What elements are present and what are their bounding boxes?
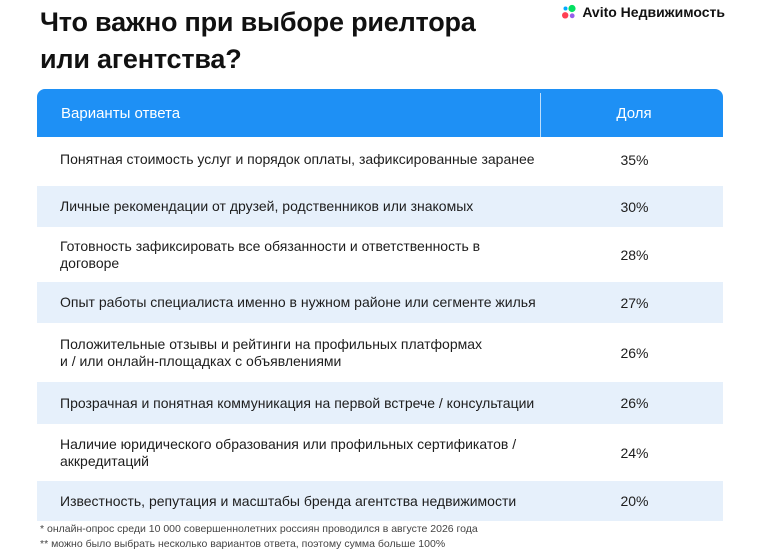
row-label-line: Положительные отзывы и рейтинги на профи… (60, 335, 483, 352)
row-label: Известность, репутация и масштабы бренда… (37, 493, 540, 510)
table-row: Опыт работы специалиста именно в нужном … (37, 282, 723, 323)
row-label-line: Готовность зафиксировать все обязанности… (60, 237, 481, 271)
table-header: Варианты ответа Доля (37, 89, 723, 137)
column-header-share: Доля (616, 104, 652, 122)
table-row: Наличие юридического образования или про… (37, 428, 723, 477)
row-label-line: Прозрачная и понятная коммуникация на пе… (60, 394, 535, 411)
row-label: Опыт работы специалиста именно в нужном … (37, 294, 540, 311)
row-label: Прозрачная и понятная коммуникация на пе… (37, 395, 540, 412)
avito-dots-icon (562, 4, 576, 19)
brand-name: Avito Недвижимость (582, 4, 725, 20)
table-body: Понятная стоимость услуг и порядок оплат… (37, 137, 723, 521)
row-label: Положительные отзывы и рейтинги на профи… (37, 336, 540, 370)
row-label: Наличие юридического образования или про… (37, 436, 540, 470)
brand-logo: Avito Недвижимость (561, 4, 725, 20)
table-row: Прозрачная и понятная коммуникация на пе… (37, 382, 723, 424)
header-divider (540, 93, 541, 137)
row-value: 26% (620, 344, 649, 361)
footnotes: * онлайн-опрос среди 10 000 совершенноле… (40, 522, 478, 552)
table-row: Положительные отзывы и рейтинги на профи… (37, 327, 723, 378)
row-value: 27% (620, 294, 649, 311)
column-header-answers: Варианты ответа (61, 104, 181, 122)
logo-dot-green (568, 4, 576, 13)
logo-dot-purple (570, 13, 575, 19)
table-row: Известность, репутация и масштабы бренда… (37, 481, 723, 521)
footnote-1: * онлайн-опрос среди 10 000 совершенноле… (40, 523, 478, 535)
title-line-1: Что важно при выборе риелтора (40, 7, 476, 37)
logo-dot-red (562, 12, 569, 19)
row-label-line: Личные рекомендации от друзей, родственн… (60, 198, 474, 214)
row-label-line: и / или онлайн-площадках с объявлениями (60, 352, 342, 369)
survey-table: Варианты ответа Доля Понятная стоимость … (37, 89, 723, 525)
table-row: Личные рекомендации от друзей, родственн… (37, 186, 723, 227)
row-label-line: Опыт работы специалиста именно в нужном … (60, 294, 536, 310)
row-label-line: Наличие юридического образования или про… (60, 435, 517, 452)
footnote-2: ** можно было выбрать несколько варианто… (40, 538, 446, 550)
logo-dot-blue (563, 6, 568, 11)
table-row: Готовность зафиксировать все обязанности… (37, 231, 723, 278)
row-label: Готовность зафиксировать все обязанности… (37, 238, 540, 272)
row-label: Личные рекомендации от друзей, родственн… (37, 198, 540, 215)
row-label-line: Понятная стоимость услуг и порядок оплат… (60, 151, 535, 167)
row-label-line: аккредитаций (60, 452, 149, 469)
row-value: 24% (620, 444, 649, 461)
title-line-2: или агентства? (40, 44, 242, 74)
row-value: 28% (620, 246, 649, 263)
row-label-line: Известность, репутация и масштабы бренда… (60, 492, 517, 509)
row-label: Понятная стоимость услуг и порядок оплат… (37, 151, 540, 168)
row-value: 20% (620, 493, 649, 509)
row-value: 26% (620, 395, 649, 411)
row-value: 35% (620, 151, 649, 168)
row-value: 30% (620, 198, 649, 215)
page-title: Что важно при выборе риелтора или агентс… (40, 4, 540, 78)
table-row: Понятная стоимость услуг и порядок оплат… (37, 137, 723, 182)
